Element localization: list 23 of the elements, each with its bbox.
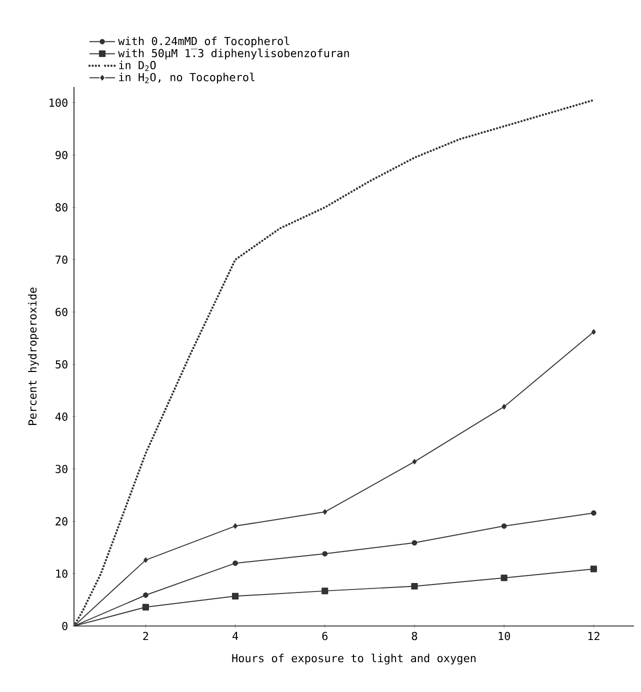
legend-label: with 50µM 1̅.3 diphenylisobenzofuran xyxy=(118,48,349,60)
legend-label: with 0.24mMD of Tocopherol xyxy=(118,36,290,48)
y-tick-label: 50 xyxy=(56,360,68,369)
y-tick-label: 40 xyxy=(55,412,68,421)
y-axis-title: Percent hydroperoxide xyxy=(28,288,39,425)
y-tick-label: 90 xyxy=(56,150,68,160)
y-tick-label: 0 xyxy=(62,622,68,630)
x-tick-label: 10 xyxy=(498,632,510,640)
x-axis-title: Hours of exposure to light and oxygen xyxy=(232,654,476,664)
x-tick-label: 4 xyxy=(232,632,238,640)
y-tick-label: 80 xyxy=(56,203,68,212)
y-tick-label: 20 xyxy=(56,517,68,526)
y-tick-label: 10 xyxy=(56,570,68,578)
y-tick-label: 30 xyxy=(56,464,68,474)
legend-label: in H$_{2}$O, no Tocopherol xyxy=(119,72,255,84)
y-tick-label: 60 xyxy=(56,308,68,316)
x-tick-label: 6 xyxy=(322,632,328,640)
x-tick-label: 2 xyxy=(143,632,148,640)
y-tick-label: 70 xyxy=(56,256,68,264)
x-tick-label: 8 xyxy=(412,632,418,640)
x-tick-label: 12 xyxy=(588,632,600,640)
legend-label: in D$_{2}$O xyxy=(119,60,156,72)
y-tick-label: 100 xyxy=(50,98,68,107)
